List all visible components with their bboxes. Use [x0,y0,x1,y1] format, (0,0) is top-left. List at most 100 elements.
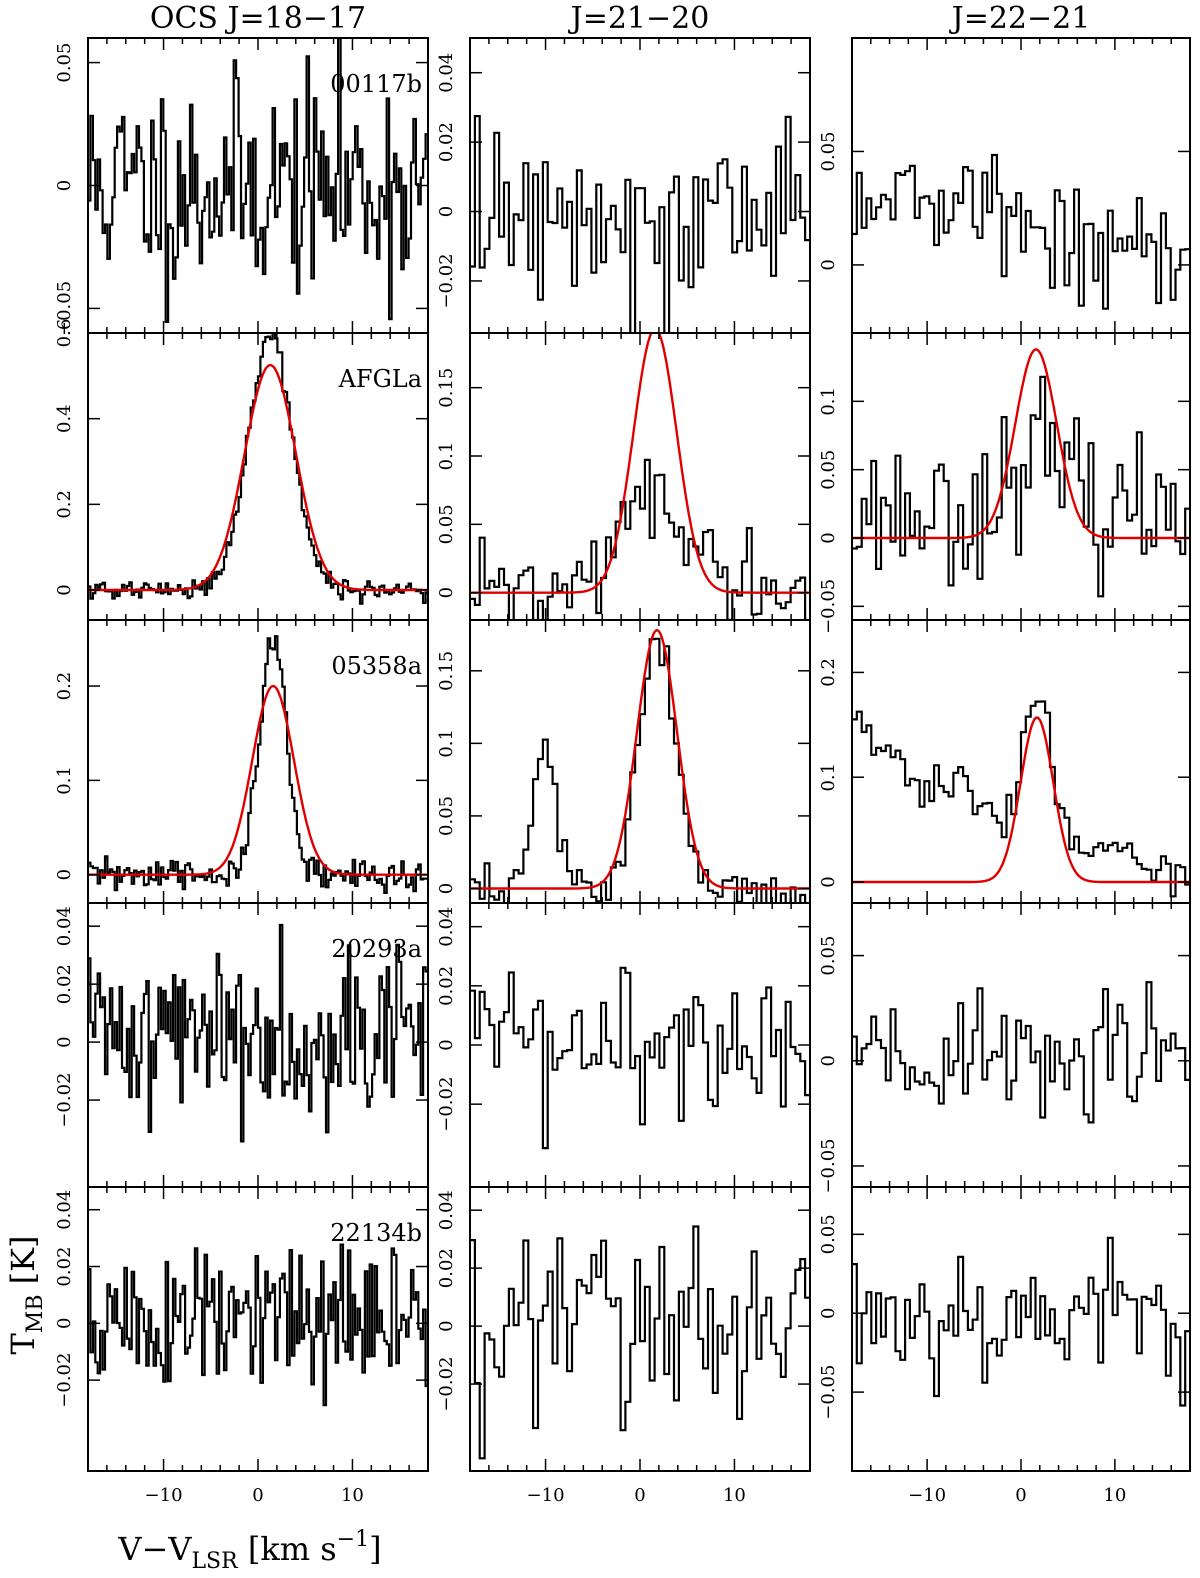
y-tick-label: 0.6 [54,319,75,348]
spectrum-panel-20293a-0: −0.02 0 0.02 0.04 20293a [54,902,429,1188]
x-tick-label: 10 [341,1485,364,1506]
y-tick-label: 0.04 [54,1190,75,1230]
y-tick-label: 0.02 [436,122,457,162]
spectrum-panel-05358a-0: 0 0.1 0.2 05358a [54,619,429,904]
y-tick-label: 0.1 [818,387,839,416]
panel-frame [469,37,811,334]
x-tick-label: 0 [1015,1485,1026,1506]
y-tick-label: 0.04 [436,1190,457,1230]
y-tick-label: 0.1 [54,766,75,795]
y-tick-label: 0 [818,259,839,270]
y-tick-label: −0.02 [436,1077,457,1132]
source-label: 05358a [331,652,422,680]
y-tick-label: −0.05 [818,1138,839,1193]
panel-frame [469,902,811,1188]
y-tick-label: −0.02 [436,253,457,308]
y-tick-label: 0.04 [436,53,457,93]
y-tick-label: 0 [436,883,457,894]
spectrum-panel-00117b-1: −0.02 0 0.02 0.04 [436,37,811,334]
y-tick-label: 0.05 [818,1214,839,1254]
column-title: J=22−21 [949,1,1091,36]
spectrum-panel-05358a-2: 0 0.1 0.2 [818,619,1191,904]
source-label: 20293a [331,935,422,963]
gaussian-fit-line [470,333,810,594]
y-tick-label: −0.02 [436,1356,457,1411]
y-tick-label: 0.05 [54,43,75,83]
source-label: 00117b [330,70,422,98]
spectrum-line [88,38,428,323]
x-tick-label: −10 [527,1485,565,1506]
y-tick-label: 0.02 [436,966,457,1006]
y-tick-label: 0 [818,532,839,543]
x-tick-label: 0 [634,1485,645,1506]
spectrum-panel-00117b-2: 00.05 [818,37,1191,334]
y-tick-label: 0 [436,587,457,598]
y-tick-label: −0.02 [54,1353,75,1408]
y-tick-label: 0.02 [54,1246,75,1286]
panel-frame [469,332,811,621]
y-tick-label: 0.05 [818,936,839,976]
spectrum-line [470,1225,810,1460]
x-tick-label: −10 [145,1485,183,1506]
spectrum-panel-00117b-0: −0.05 0 0.05 00117b [54,37,429,336]
spectrum-line [852,700,1190,898]
y-tick-label: 0 [54,180,75,191]
y-tick-label: 0.05 [436,796,457,836]
y-tick-label: 0 [818,876,839,887]
y-tick-label: 0.05 [818,450,839,490]
y-axis-title: TMB [K] [4,1235,48,1354]
y-tick-label: −0.05 [818,1365,839,1420]
y-tick-label: 0.2 [54,490,75,519]
spectrum-line [88,635,428,894]
y-tick-label: 0 [54,584,75,595]
y-tick-label: −0.02 [54,1072,75,1127]
y-tick-label: 0.05 [436,504,457,544]
y-tick-label: 0.1 [436,729,457,758]
y-tick-label: 0.2 [54,672,75,701]
spectrum-line [470,458,807,620]
y-tick-label: 0.15 [436,368,457,408]
spectrum-panel-22134b-1: −0.02 0 0.02 0.04 −10 0 10 [436,1186,811,1506]
spectrum-panel-05358a-1: 0 0.05 0.1 0.15 [436,619,811,904]
y-tick-label: 0 [818,1307,839,1318]
spectrum-panel-AFGLa-0: 0 0.2 0.4 0.6 AFGLa [54,319,429,621]
panel-frame [851,37,1191,334]
source-label: 22134b [330,1219,422,1247]
y-tick-label: 0.1 [436,442,457,471]
y-tick-label: 0 [818,1055,839,1066]
y-tick-label: 0.2 [818,658,839,687]
column-title: J=21−20 [568,1,710,36]
spectrum-panel-AFGLa-1: 0 0.05 0.1 0.15 [436,332,811,621]
y-tick-label: 0.04 [436,907,457,947]
y-tick-label: 0 [54,1318,75,1329]
spectrum-line [88,923,428,1143]
y-tick-label: 0.02 [54,964,75,1004]
source-label: AFGLa [338,365,422,393]
x-tick-label: 0 [252,1485,263,1506]
spectrum-line [852,1236,1190,1407]
y-tick-label: 0.02 [436,1248,457,1288]
x-tick-label: 10 [1103,1485,1126,1506]
spectrum-line [88,1243,428,1407]
y-tick-label: 0 [436,1039,457,1050]
gaussian-fit-line [88,363,428,592]
gaussian-fit-line [470,628,810,890]
y-tick-label: 0.04 [54,906,75,946]
y-tick-label: −0.05 [818,579,839,634]
panel-frame [851,902,1191,1188]
spectrum-line [852,153,1190,310]
gaussian-fit-line [852,348,1190,540]
x-tick-label: −10 [908,1485,946,1506]
spectrum-panel-AFGLa-2: −0.05 0 0.05 0.1 [818,332,1191,634]
y-tick-label: −0.05 [54,281,75,336]
spectrum-line [470,966,810,1150]
spectrum-panel-20293a-2: −0.05 0 0.05 [818,902,1191,1194]
x-axis-title: V−VLSR [km s−1] [117,1527,381,1574]
panel-frame [469,619,811,904]
spectrum-panel-22134b-2: −0.05 0 0.05 −10 0 10 [818,1186,1191,1506]
spectrum-line [852,981,1190,1124]
y-tick-label: 0.15 [436,651,457,691]
column-title: OCS J=18−17 [150,1,366,36]
spectrum-line [852,375,1190,598]
